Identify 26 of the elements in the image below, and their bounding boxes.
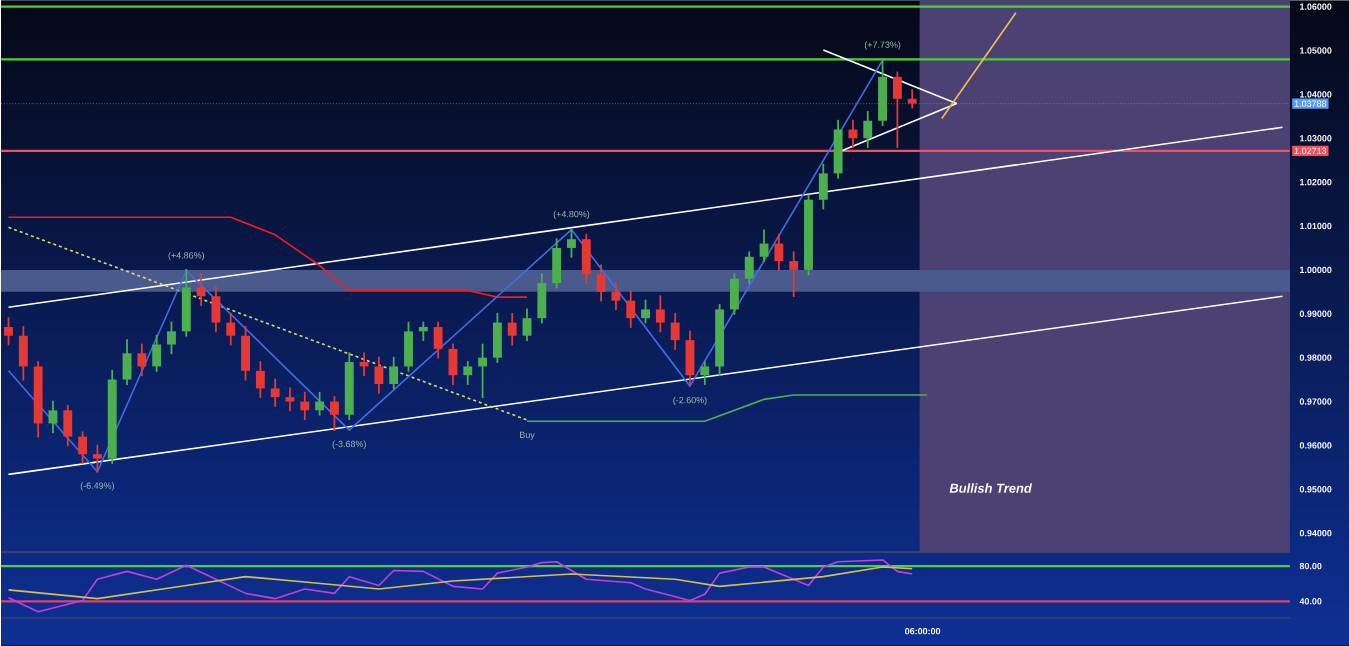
y-tick-label: 40.00 (1299, 598, 1322, 605)
annotation: (-3.68%) (332, 440, 366, 449)
annotation: (+7.73%) (864, 41, 901, 50)
y-tick-label: 0.94000 (1299, 530, 1332, 537)
ref-line-label: 1.03788 (1294, 100, 1327, 107)
ref-line-label: 1.02713 (1294, 147, 1327, 155)
text: 06:00:00 (905, 628, 941, 635)
y-tick-label: 0.95000 (1299, 486, 1332, 493)
y-tick-label: 0.97000 (1299, 398, 1332, 405)
y-tick-label: 1.01000 (1300, 222, 1332, 230)
y-tick-label: 1.00000 (1300, 266, 1332, 274)
y-tick-label: 1.06000 (1300, 3, 1332, 10)
annotation: (+4.86%) (168, 251, 205, 261)
annotation: Bullish Trend (949, 483, 1033, 493)
y-tick-label: 1.04000 (1300, 91, 1332, 98)
y-tick-label: 1.02000 (1300, 178, 1332, 186)
annotation: (+4.80%) (553, 210, 590, 220)
y-tick-label: 0.99000 (1299, 310, 1332, 317)
y-tick-label: 1.03000 (1300, 135, 1332, 142)
y-tick-label: 80.00 (1299, 562, 1322, 570)
y-tick-label: 1.05000 (1300, 47, 1332, 54)
annotation: Buy (520, 431, 535, 440)
y-tick-label: 0.98000 (1299, 354, 1332, 361)
annotation: (-6.49%) (80, 482, 115, 491)
annotation: (-2.60%) (673, 396, 707, 406)
y-tick-label: 0.96000 (1299, 442, 1332, 449)
